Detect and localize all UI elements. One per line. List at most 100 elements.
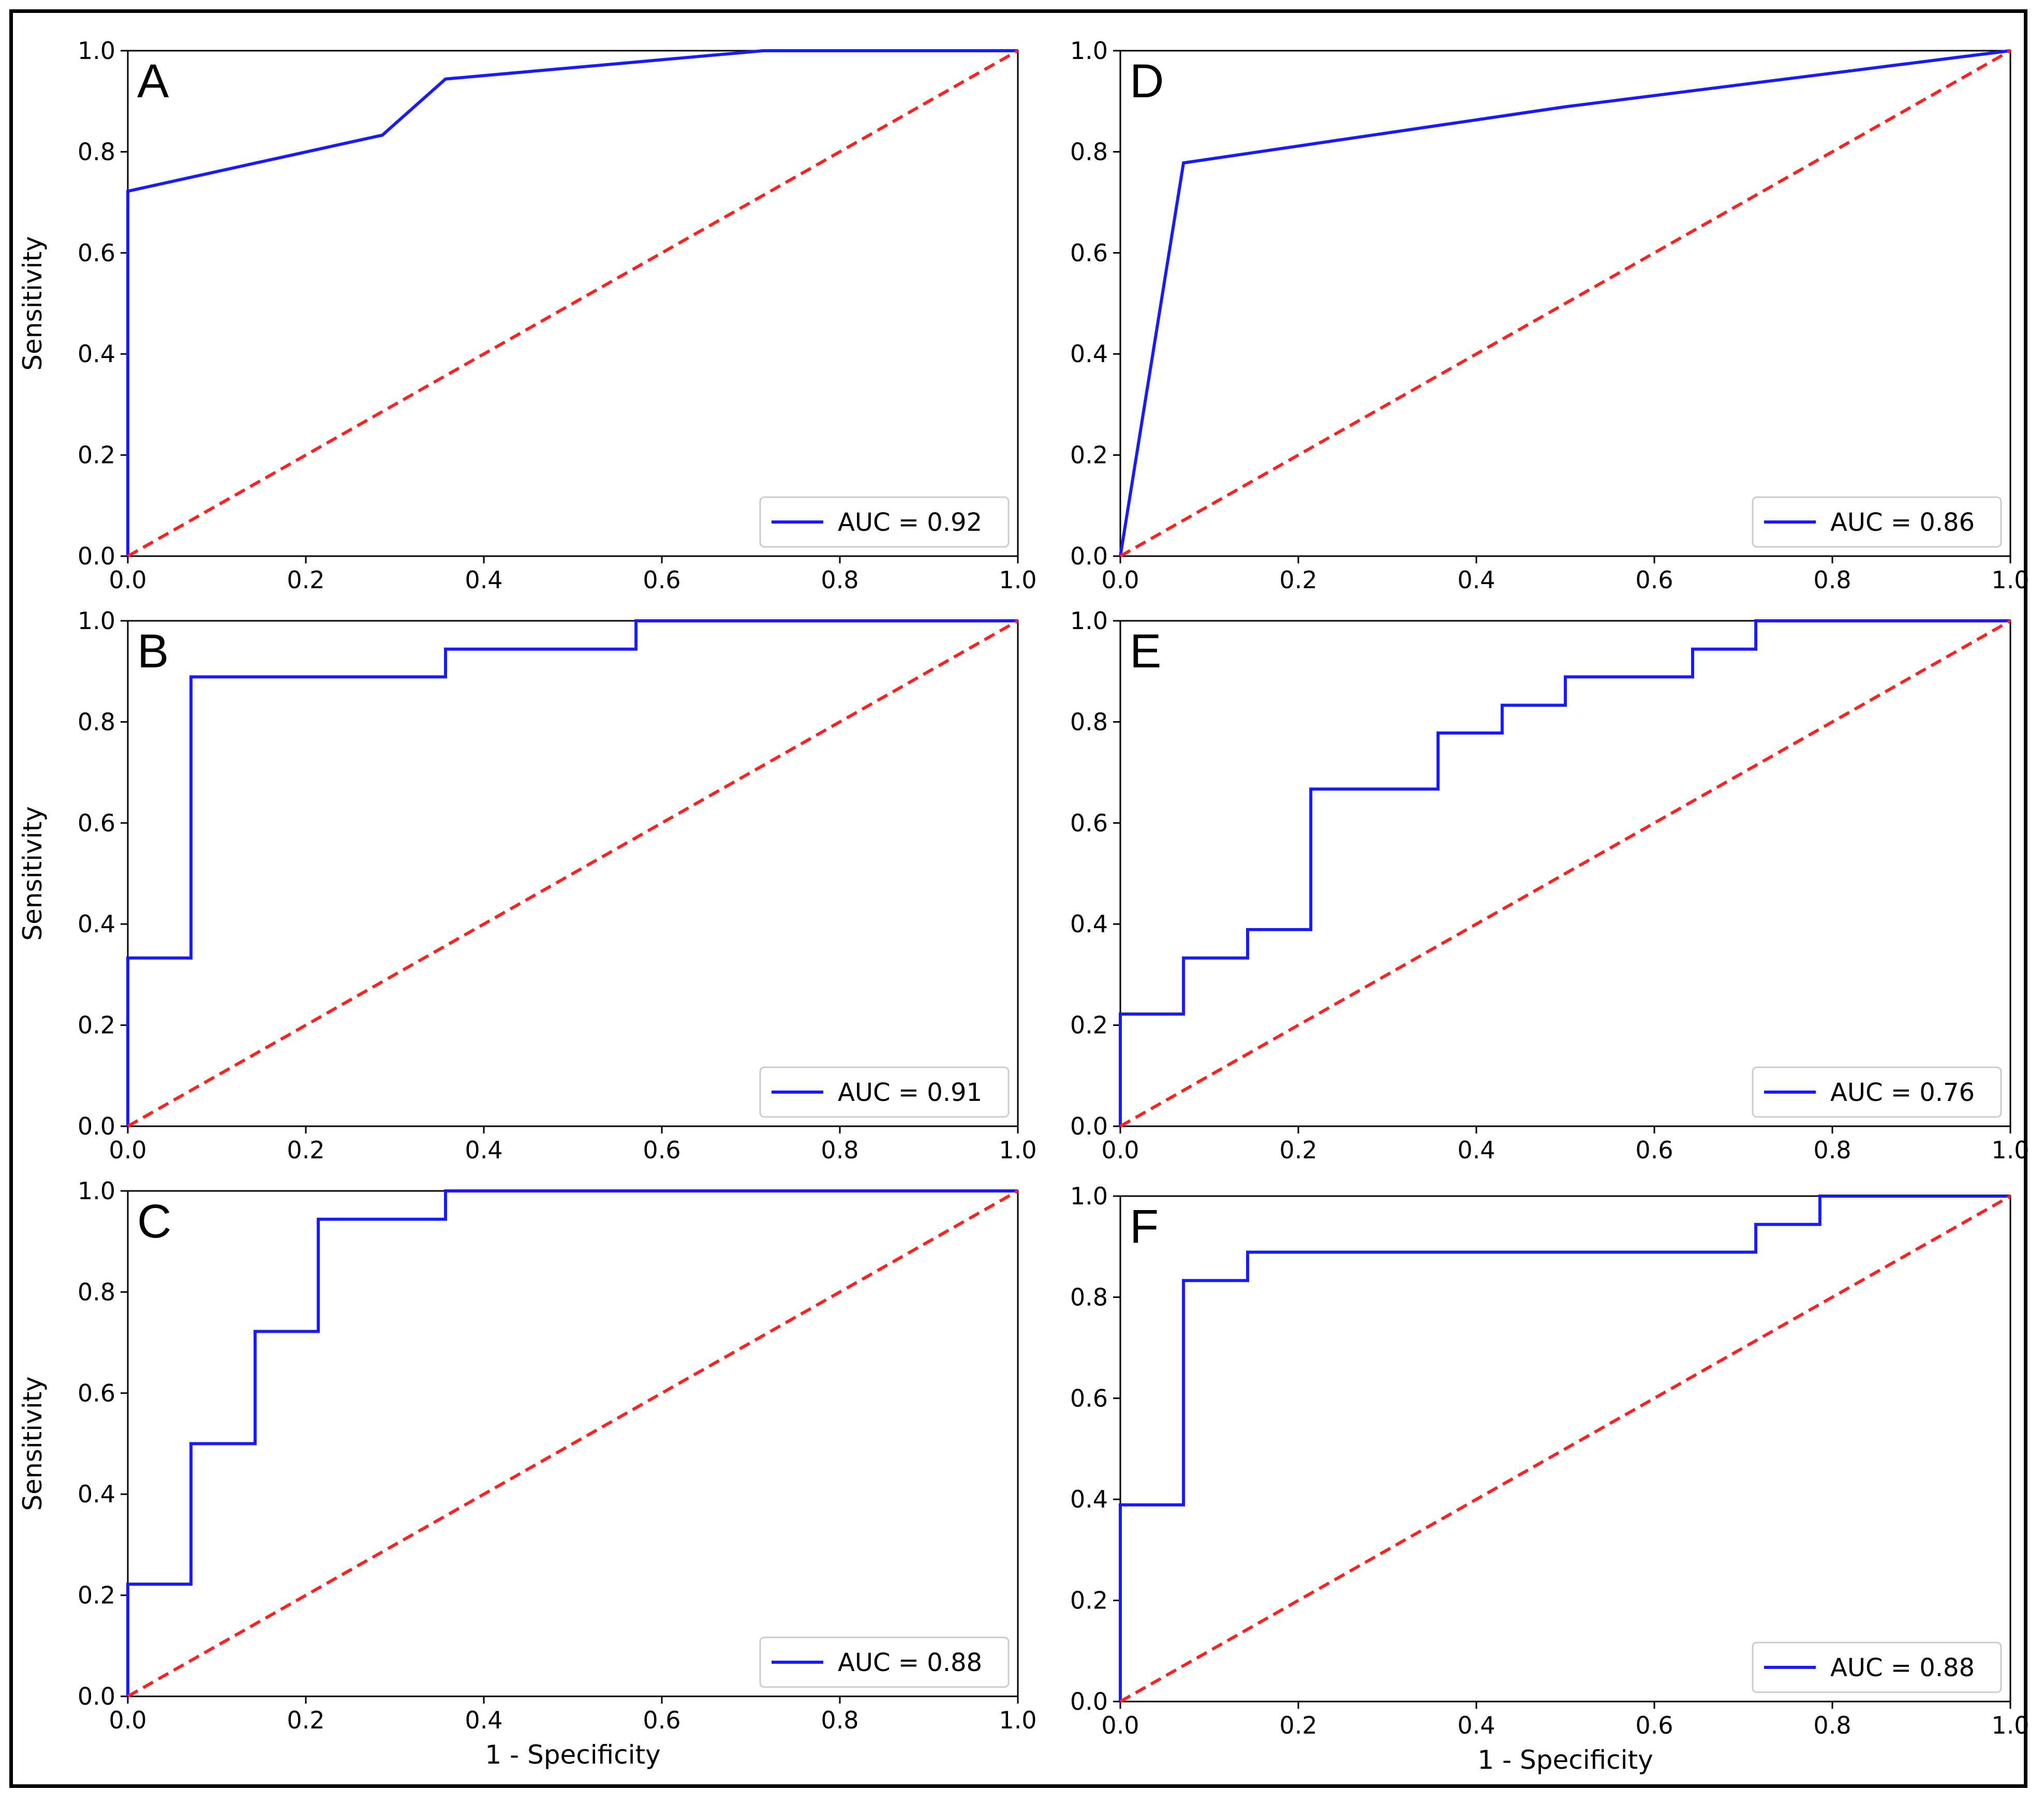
- panel-letter: D: [1130, 55, 1164, 108]
- x-tick-label: 0.8: [1813, 1711, 1851, 1739]
- y-tick-label: 0.8: [1070, 138, 1108, 166]
- y-tick-label: 1.0: [78, 607, 115, 635]
- legend-box: [1752, 1066, 2002, 1118]
- x-tick-label: 0.4: [465, 1136, 502, 1164]
- x-tick-label: 1.0: [1991, 1136, 2029, 1164]
- y-tick-label: 0.4: [78, 910, 115, 938]
- chance-line: [1119, 1195, 2011, 1703]
- y-tick-label: 0.8: [1070, 1283, 1108, 1311]
- roc-curve: [1119, 619, 2010, 1126]
- x-tick-label: 0.2: [287, 1706, 324, 1734]
- y-tick-label: 0.0: [78, 542, 115, 570]
- x-tick-label: 1.0: [999, 1706, 1036, 1734]
- x-tick-label: 0.4: [1457, 1711, 1495, 1739]
- chance-line: [127, 619, 1019, 1128]
- x-tick-label: 1.0: [1991, 566, 2029, 594]
- panel-b: 0.0 0.2 0.4 0.6 0.8 1.0 0.0 0.2 0.4 0.6 0.8 1.0 B AUC…: [18, 607, 1037, 1164]
- y-tick-label: 0.2: [78, 441, 115, 469]
- chance-line: [1119, 619, 2011, 1128]
- y-tick-label: 0.2: [78, 1582, 115, 1609]
- x-tick-label: 0.2: [287, 566, 324, 594]
- x-tick-label: 0.2: [1279, 566, 1317, 594]
- x-tick-label: 0.4: [1457, 566, 1495, 594]
- chance-line: [127, 49, 1019, 558]
- y-tick-label: 1.0: [78, 1177, 115, 1205]
- chance-line: [127, 1189, 1019, 1698]
- legend-box: [759, 496, 1010, 548]
- x-tick-label: 0.0: [109, 1136, 146, 1164]
- panel-a: 0.0 0.2 0.4 0.6 0.8 1.0 0.0 0.2 0.4 0.6 0.8 1.0 A AUC…: [18, 37, 1037, 594]
- y-tick-label: 0.4: [78, 1480, 115, 1508]
- x-tick-label: 0.4: [465, 566, 502, 594]
- x-tick-label: 0.2: [1279, 1136, 1317, 1164]
- legend-box: [759, 1636, 1010, 1688]
- y-tick-label: 0.4: [1070, 910, 1108, 938]
- y-tick-label: 1.0: [1070, 1182, 1108, 1210]
- y-tick-label: 1.0: [1070, 37, 1108, 65]
- y-tick-label: 0.0: [78, 1112, 115, 1140]
- x-axis-label: 1 - Specificity: [1477, 1745, 1653, 1775]
- legend-label: AUC = 0.76: [1830, 1078, 1975, 1107]
- panel-letter: A: [137, 55, 169, 108]
- y-tick-label: 0.4: [78, 340, 115, 368]
- y-tick-label: 0.2: [1070, 1011, 1108, 1039]
- x-tick-label: 1.0: [999, 1136, 1036, 1164]
- roc-curve: [126, 619, 1018, 1126]
- legend-label: AUC = 0.88: [1830, 1653, 1975, 1682]
- y-tick-label: 0.0: [1070, 542, 1108, 570]
- x-axis-label: 1 - Specificity: [485, 1740, 660, 1770]
- y-tick-label: 0.8: [78, 708, 115, 736]
- x-tick-label: 0.8: [821, 1706, 858, 1734]
- y-tick-label: 1.0: [78, 37, 115, 65]
- x-tick-label: 0.0: [109, 1706, 146, 1734]
- legend-label: AUC = 0.86: [1830, 508, 1975, 537]
- legend-box: [1752, 1642, 2002, 1693]
- y-tick-label: 1.0: [1070, 607, 1108, 635]
- x-tick-label: 0.6: [1635, 566, 1673, 594]
- x-tick-label: 0.0: [109, 566, 146, 594]
- panel-f: 0.0 0.2 0.4 0.6 0.8 1.0 0.0 0.2 0.4 0.6 0.8 1.0 F AUC…: [1070, 1182, 2030, 1775]
- x-tick-label: 0.6: [1635, 1711, 1673, 1739]
- roc-curve: [126, 49, 1018, 556]
- x-tick-label: 0.8: [1813, 566, 1851, 594]
- x-tick-label: 0.8: [821, 566, 858, 594]
- y-tick-label: 0.8: [78, 138, 115, 166]
- panel-letter: C: [137, 1195, 171, 1248]
- y-tick-label: 0.6: [78, 809, 115, 837]
- y-tick-label: 0.0: [1070, 1688, 1108, 1716]
- panel-c: 0.0 0.2 0.4 0.6 0.8 1.0 0.0 0.2 0.4 0.6 0.8 1.0 C AUC…: [18, 1177, 1037, 1770]
- x-tick-label: 0.6: [643, 566, 680, 594]
- y-tick-label: 0.8: [1070, 708, 1108, 736]
- y-tick-label: 0.6: [78, 239, 115, 267]
- x-tick-label: 0.4: [1457, 1136, 1495, 1164]
- y-axis-label: Sensitivity: [18, 806, 48, 941]
- x-tick-label: 0.0: [1101, 1711, 1139, 1739]
- legend-box: [1752, 496, 2002, 548]
- x-tick-label: 0.8: [821, 1136, 858, 1164]
- x-tick-label: 0.6: [643, 1136, 680, 1164]
- y-tick-label: 0.4: [1070, 1485, 1108, 1513]
- x-tick-label: 0.0: [1101, 1136, 1139, 1164]
- x-tick-label: 0.0: [1101, 566, 1139, 594]
- y-tick-label: 0.0: [1070, 1112, 1108, 1140]
- y-tick-label: 0.6: [1070, 239, 1108, 267]
- legend-label: AUC = 0.92: [838, 508, 982, 537]
- roc-curve: [1119, 49, 2011, 557]
- x-tick-label: 0.6: [643, 1706, 680, 1734]
- legend-label: AUC = 0.88: [838, 1648, 982, 1677]
- legend-label: AUC = 0.91: [838, 1078, 982, 1107]
- panel-d: 0.0 0.2 0.4 0.6 0.8 1.0 0.0 0.2 0.4 0.6 0.8 1.0 D AUC…: [1070, 37, 2030, 594]
- y-tick-label: 0.2: [1070, 441, 1108, 469]
- y-tick-label: 0.2: [78, 1011, 115, 1039]
- panel-letter: B: [137, 625, 169, 678]
- roc-curve: [1119, 1195, 2010, 1702]
- x-tick-label: 1.0: [1991, 1711, 2029, 1739]
- legend-box: [759, 1066, 1010, 1118]
- y-tick-label: 0.4: [1070, 340, 1108, 368]
- x-tick-label: 1.0: [999, 566, 1036, 594]
- y-tick-label: 0.2: [1070, 1587, 1108, 1615]
- y-tick-label: 0.8: [78, 1278, 115, 1306]
- roc-curve: [126, 1189, 1018, 1696]
- x-tick-label: 0.2: [1279, 1711, 1317, 1739]
